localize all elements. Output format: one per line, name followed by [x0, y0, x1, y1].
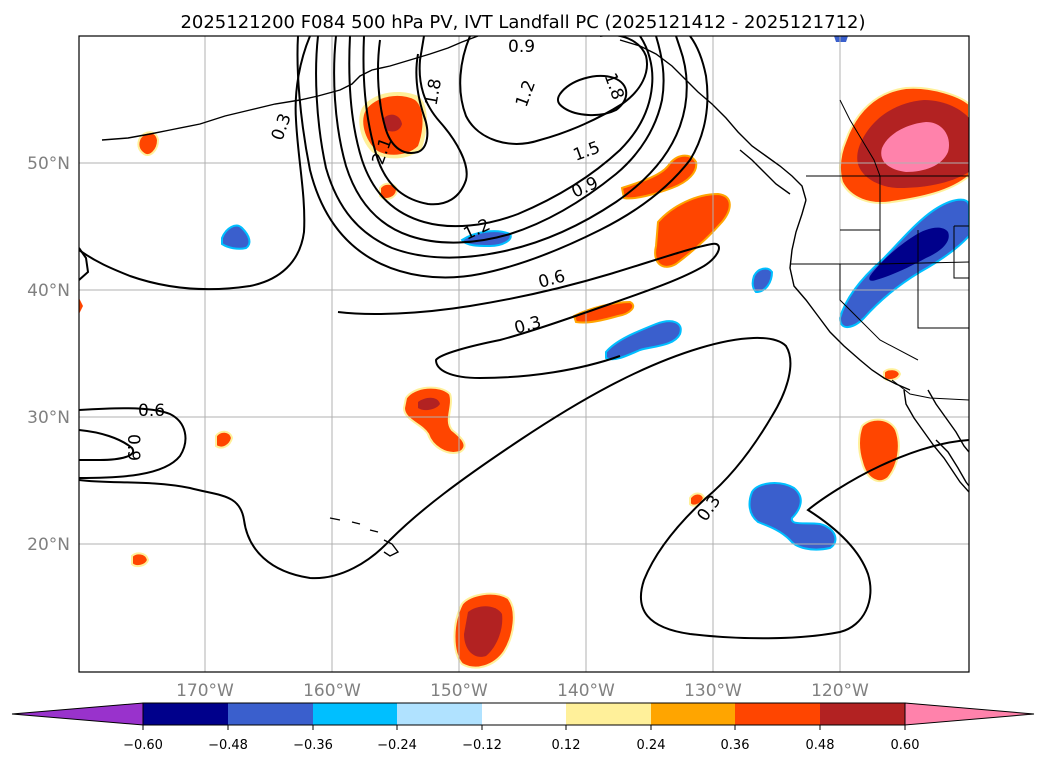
colorbar: −0.60 −0.48 −0.36 −0.24 −0.12 0.12 0.24 …	[11, 702, 1035, 753]
pv-contour-0.9-west	[79, 429, 135, 461]
colorbar-bin-9	[820, 703, 905, 725]
map-title: 2025121200 F084 500 hPa PV, IVT Landfall…	[180, 12, 865, 33]
border-us-mexico	[891, 379, 969, 401]
map-frame	[78, 35, 970, 673]
pv-contour-0.3-south	[79, 337, 969, 640]
lat-label-40n: 40°N	[27, 281, 70, 301]
ivt-region-dateline	[137, 131, 160, 156]
lat-label-50n: 50°N	[27, 154, 70, 174]
ivt-region-small-3	[131, 552, 150, 568]
pv-contour-large-4	[348, 36, 654, 228]
border-us-states-4	[839, 264, 919, 361]
pv-contour-large-3	[333, 36, 665, 244]
ivt-region-baja	[858, 418, 900, 483]
coastline-bc-islands	[739, 149, 791, 195]
pv-contour-0.3-north	[79, 36, 311, 291]
lon-label-160w: 160°W	[303, 681, 361, 701]
map-gridlines	[79, 36, 969, 672]
colorbar-tick-label: −0.24	[377, 738, 417, 753]
colorbar-tick-label: 0.12	[552, 738, 581, 753]
border-us-states-2	[879, 176, 969, 329]
lon-label-130w: 130°W	[684, 681, 742, 701]
ivt-region-band-ne-2	[654, 192, 731, 268]
pv-contour-0.6-mid	[337, 242, 720, 380]
colorbar-tick-label: −0.60	[123, 738, 163, 753]
ivt-region-south-core	[464, 606, 503, 657]
pv-contour-ring-inner-right	[556, 75, 628, 116]
colorbar-bin-4	[397, 703, 482, 725]
colorbar-tick-label: −0.36	[293, 738, 333, 753]
ivt-neg-region-top	[834, 36, 848, 42]
pv-contour-edge	[79, 247, 90, 281]
pv-contours	[79, 36, 969, 640]
colorbar-bin-5	[482, 703, 566, 725]
colorbar-bin-1	[143, 703, 228, 725]
colorbar-tick-label: 0.36	[721, 738, 750, 753]
lon-label-140w: 140°W	[557, 681, 615, 701]
ivt-neg-region-west	[221, 224, 251, 250]
colorbar-tick-label: 0.60	[891, 738, 920, 753]
longitude-labels: 170°W 160°W 150°W 140°W 130°W 120°W	[176, 681, 869, 701]
colorbar-ticks	[142, 725, 906, 730]
lat-label-20n: 20°N	[27, 535, 70, 555]
coastline-gulf-california	[927, 389, 969, 453]
colorbar-tick-label: −0.48	[208, 738, 248, 753]
coastline-alaska-aleutians	[101, 36, 479, 141]
colorbar-tick-label: 0.48	[806, 738, 835, 753]
lon-label-120w: 120°W	[811, 681, 869, 701]
coastline-hawaii	[329, 517, 400, 557]
colorbar-extend-min	[11, 702, 144, 726]
pv-contour-ring-right	[459, 36, 648, 145]
lon-label-170w: 170°W	[176, 681, 234, 701]
pv-contour-ring-left	[377, 39, 429, 154]
pv-contour-large-2	[315, 36, 688, 259]
political-borders	[790, 99, 969, 401]
contour-label: 1.8	[422, 77, 446, 107]
colorbar-bin-6	[566, 703, 651, 725]
contour-label: 0.6	[138, 401, 165, 421]
ivt-region-small-2	[215, 430, 234, 449]
ivt-neg-region-small	[751, 267, 774, 294]
lat-label-30n: 30°N	[27, 408, 70, 428]
ivt-neg-region-sub	[748, 482, 837, 551]
colorbar-extend-max	[904, 702, 1035, 726]
colorbar-bin-8	[735, 703, 820, 725]
coastline-us-west	[789, 199, 911, 391]
colorbar-bin-3	[313, 703, 397, 725]
map-background	[79, 36, 969, 672]
colorbar-bin-7	[651, 703, 735, 725]
border-us-states-3	[840, 225, 969, 279]
ivt-positive-shading	[79, 86, 969, 669]
border-bc-alaska	[839, 99, 881, 177]
pv-contour-inner-1	[362, 36, 468, 206]
ivt-region-aleutian-center	[384, 114, 402, 132]
ivt-neg-region-mid2	[605, 320, 682, 361]
colorbar-tick-label: 0.24	[637, 738, 666, 753]
ivt-region-central-core	[418, 397, 440, 411]
contour-label: 0.9	[123, 434, 143, 461]
colorbar-outline	[142, 702, 906, 726]
colorbar-tick-label: −0.12	[462, 738, 502, 753]
ivt-region-band-ne-1	[620, 154, 698, 200]
contour-label: 0.9	[508, 37, 535, 57]
ivt-region-left-edge	[79, 298, 83, 314]
latitude-labels: 50°N 40°N 30°N 20°N	[27, 154, 70, 555]
coastline-mainland-mexico	[935, 439, 969, 487]
colorbar-bin-2	[228, 703, 313, 725]
pv-contour-0.6-west	[79, 407, 187, 479]
pv-contour-large-1	[296, 36, 709, 279]
ivt-neg-region-west-us-core	[869, 227, 949, 281]
lon-label-150w: 150°W	[430, 681, 488, 701]
ivt-region-pnw-pink	[881, 122, 950, 172]
map-area: 0.9 1.2 1.8 1.8 0.3 2.1 1.5 0.9 1.2 0.6 …	[79, 36, 969, 672]
